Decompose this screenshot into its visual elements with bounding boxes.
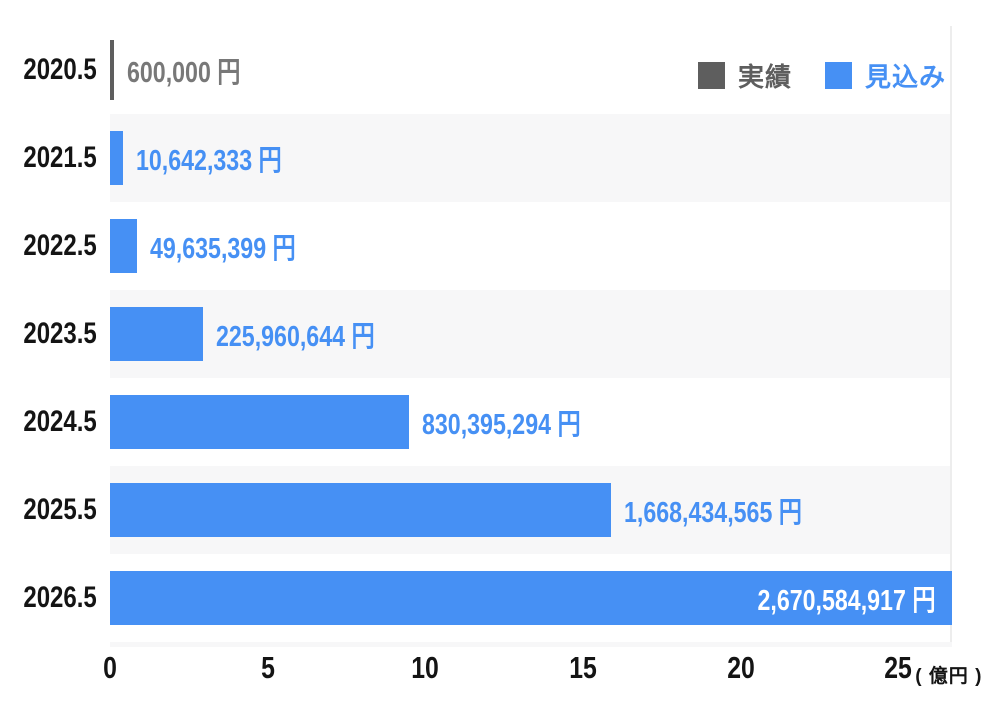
legend-item-actual: 実績 xyxy=(698,57,792,94)
x-tick-20: 20 xyxy=(726,650,755,685)
y-axis-label: 2024.5 xyxy=(23,405,97,438)
x-axis-unit-label: ( 億円 ) xyxy=(915,666,983,687)
chart-row-2023: 2023.5 225,960,644 円 xyxy=(24,290,950,378)
legend-label-forecast: 見込み xyxy=(865,62,947,92)
bar-value-label: 49,635,399 円 xyxy=(150,233,296,265)
y-axis-label: 2022.5 xyxy=(23,229,97,262)
chart-row-2026: 2026.5 2,670,584,917 円 xyxy=(24,554,952,642)
bar-forecast-2024 xyxy=(110,395,409,449)
chart-row-2025: 2025.5 1,668,434,565 円 xyxy=(24,466,950,554)
legend-label-actual: 実績 xyxy=(738,62,793,92)
bar-forecast-2022 xyxy=(110,219,137,273)
chart-row-2020: 2020.5 600,000 円 xyxy=(24,26,950,114)
bar-value-label: 600,000 円 xyxy=(127,57,241,89)
bar-value-label: 830,395,294 円 xyxy=(422,409,581,441)
y-axis-label: 2020.5 xyxy=(23,53,97,86)
chart-row-2022: 2022.5 49,635,399 円 xyxy=(24,202,950,290)
row-stripe-clipped xyxy=(110,642,952,647)
bar-actual-2020 xyxy=(110,40,114,100)
legend: 実績 見込み xyxy=(698,57,946,94)
bar-value-label: 1,668,434,565 円 xyxy=(624,497,803,529)
bar-value-label: 10,642,333 円 xyxy=(136,145,282,177)
y-axis-label: 2025.5 xyxy=(23,493,97,526)
bar-forecast-2021 xyxy=(110,131,123,185)
bar-forecast-2023 xyxy=(110,307,203,361)
x-tick-5: 5 xyxy=(260,650,275,685)
chart-row-2024: 2024.5 830,395,294 円 xyxy=(24,378,950,466)
x-tick-0: 0 xyxy=(103,650,117,685)
bar-value-label: 2,670,584,917 円 xyxy=(757,585,936,617)
y-axis-label: 2026.5 xyxy=(23,581,97,614)
plot-area: 2020.5 600,000 円 2021.5 10,642,333 円 202… xyxy=(24,26,952,642)
y-axis-label: 2021.5 xyxy=(23,141,97,174)
legend-item-forecast: 見込み xyxy=(825,57,946,94)
legend-swatch-actual-icon xyxy=(698,62,725,89)
x-tick-25: 25 xyxy=(884,650,912,685)
y-axis-label: 2023.5 xyxy=(23,317,97,350)
x-tick-15: 15 xyxy=(569,650,597,685)
bar-forecast-2025 xyxy=(110,483,611,537)
bar-forecast-2026 xyxy=(110,571,952,625)
x-tick-10: 10 xyxy=(411,650,440,685)
chart-row-2021: 2021.5 10,642,333 円 xyxy=(24,114,950,202)
bar-value-label: 225,960,644 円 xyxy=(216,321,375,353)
legend-swatch-forecast-icon xyxy=(825,62,853,89)
x-axis: 0 5 10 15 20 25 ( 億円 ) xyxy=(103,646,981,696)
